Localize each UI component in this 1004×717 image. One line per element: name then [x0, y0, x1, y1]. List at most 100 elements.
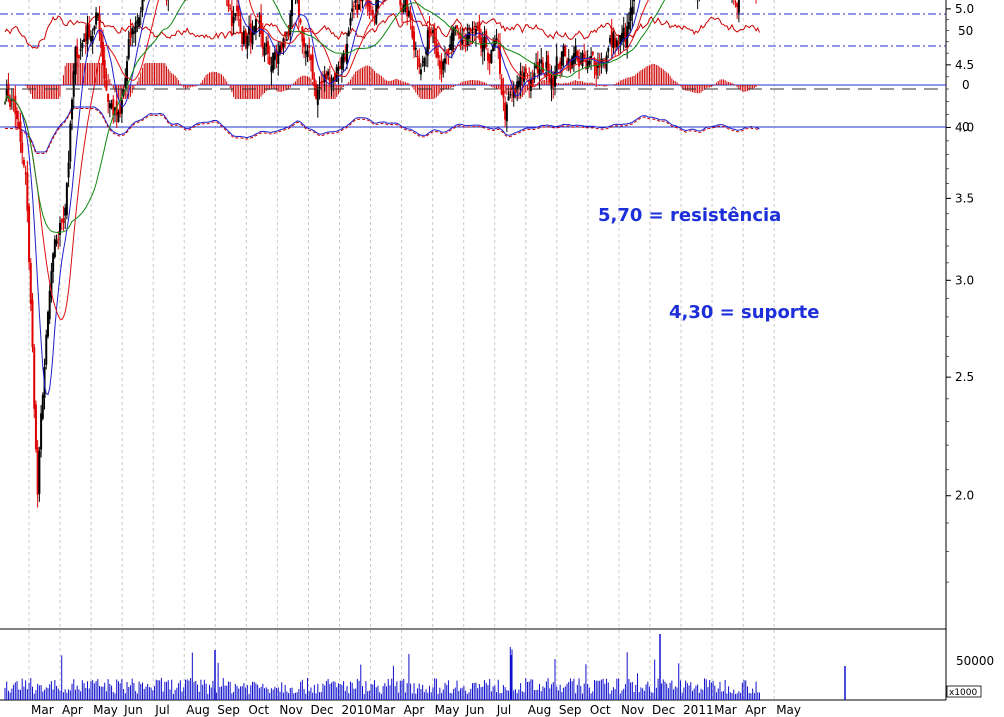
candle-body — [488, 54, 491, 64]
candle-body — [347, 30, 350, 37]
candle-body — [368, 0, 371, 12]
candle-body — [299, 19, 302, 23]
candle-body — [229, 7, 232, 9]
candle-body — [241, 32, 244, 45]
momentum-tick-label: 0 — [962, 120, 970, 134]
macd-histogram — [25, 63, 761, 99]
candle-body — [419, 69, 422, 75]
candle-body — [359, 0, 362, 2]
candle-body — [24, 173, 27, 175]
candle-body — [559, 61, 562, 69]
macd-panel: 0 — [0, 63, 970, 99]
candle-body — [560, 51, 563, 66]
candle-body — [64, 207, 67, 216]
x-tick-label: Aug — [186, 703, 209, 717]
candle-body — [340, 56, 343, 70]
candle-body — [356, 4, 359, 14]
x-tick-label: Mar — [31, 703, 54, 717]
candle-body — [619, 35, 622, 45]
candle-body — [339, 65, 342, 69]
candle-body — [404, 0, 407, 10]
candle-body — [17, 122, 20, 127]
candle-body — [120, 100, 123, 114]
candle-body — [579, 61, 582, 63]
candle-body — [88, 24, 91, 37]
candle-body — [112, 99, 115, 116]
candle-body — [500, 78, 503, 95]
candle-body — [361, 0, 364, 2]
candle-body — [62, 217, 65, 224]
macd-tick-label: 0 — [962, 78, 970, 92]
candle-body — [4, 102, 6, 104]
candle-body — [86, 25, 89, 45]
candle-body — [103, 59, 106, 79]
candle-body — [332, 77, 335, 83]
candle-body — [371, 9, 374, 15]
candle-body — [478, 21, 481, 40]
candle-body — [375, 0, 378, 24]
candle-body — [284, 31, 287, 37]
candle-body — [413, 31, 416, 51]
candle-body — [297, 0, 300, 18]
x-tick-label: Apr — [62, 703, 83, 717]
x-tick-label: Oct — [248, 703, 269, 717]
candle-body — [469, 28, 472, 32]
candle-body — [578, 56, 581, 67]
candle-body — [277, 52, 280, 64]
candle-body — [435, 42, 438, 58]
candle-body — [76, 46, 79, 58]
candle-body — [321, 80, 324, 83]
candle-body — [557, 64, 560, 66]
candle-body — [574, 46, 577, 59]
candle-body — [447, 49, 450, 56]
candle-body — [10, 99, 13, 101]
candle-body — [454, 27, 457, 29]
candle-body — [337, 67, 340, 71]
candle-body — [316, 89, 319, 106]
candle-body — [349, 18, 352, 26]
candle-body — [509, 94, 512, 96]
candle-body — [46, 312, 49, 337]
candle-body — [633, 0, 636, 2]
candle-body — [627, 21, 630, 30]
candle-body — [325, 73, 328, 79]
candle-body — [253, 26, 256, 35]
candle-body — [28, 205, 31, 263]
candle-body — [71, 99, 74, 120]
candle-body — [69, 123, 72, 162]
candle-body — [251, 32, 254, 45]
candle-body — [552, 73, 555, 86]
candle-body — [81, 42, 84, 49]
x-tick-label: 2011 — [683, 703, 714, 717]
candle-body — [98, 14, 101, 35]
candle-body — [5, 89, 8, 99]
candle-body — [411, 25, 414, 38]
candle-body — [476, 25, 479, 27]
candle-body — [450, 32, 453, 51]
candle-body — [547, 55, 550, 76]
candle-body — [610, 30, 613, 46]
volume-tick-label: 50000 — [956, 654, 994, 668]
candle-body — [236, 5, 239, 12]
x-tick-label: May — [435, 703, 460, 717]
candle-body — [370, 13, 373, 15]
candle-body — [607, 48, 610, 52]
candle-body — [280, 43, 283, 50]
candle-body — [354, 0, 357, 3]
candle-body — [505, 104, 508, 122]
candle-body — [9, 98, 12, 107]
candle-body — [22, 160, 25, 166]
candle-body — [261, 30, 264, 49]
candle-body — [113, 107, 116, 112]
candle-body — [516, 81, 519, 89]
candle-body — [16, 110, 19, 120]
momentum-signal-line — [5, 108, 760, 154]
candle-body — [566, 60, 569, 66]
resistance-annotation: 5,70 = resistência — [598, 205, 781, 226]
candle-body — [232, 16, 235, 24]
candle-body — [540, 59, 543, 64]
candle-body — [29, 263, 32, 304]
candle-body — [254, 18, 257, 33]
candle-body — [330, 86, 333, 88]
candle-body — [590, 55, 593, 60]
